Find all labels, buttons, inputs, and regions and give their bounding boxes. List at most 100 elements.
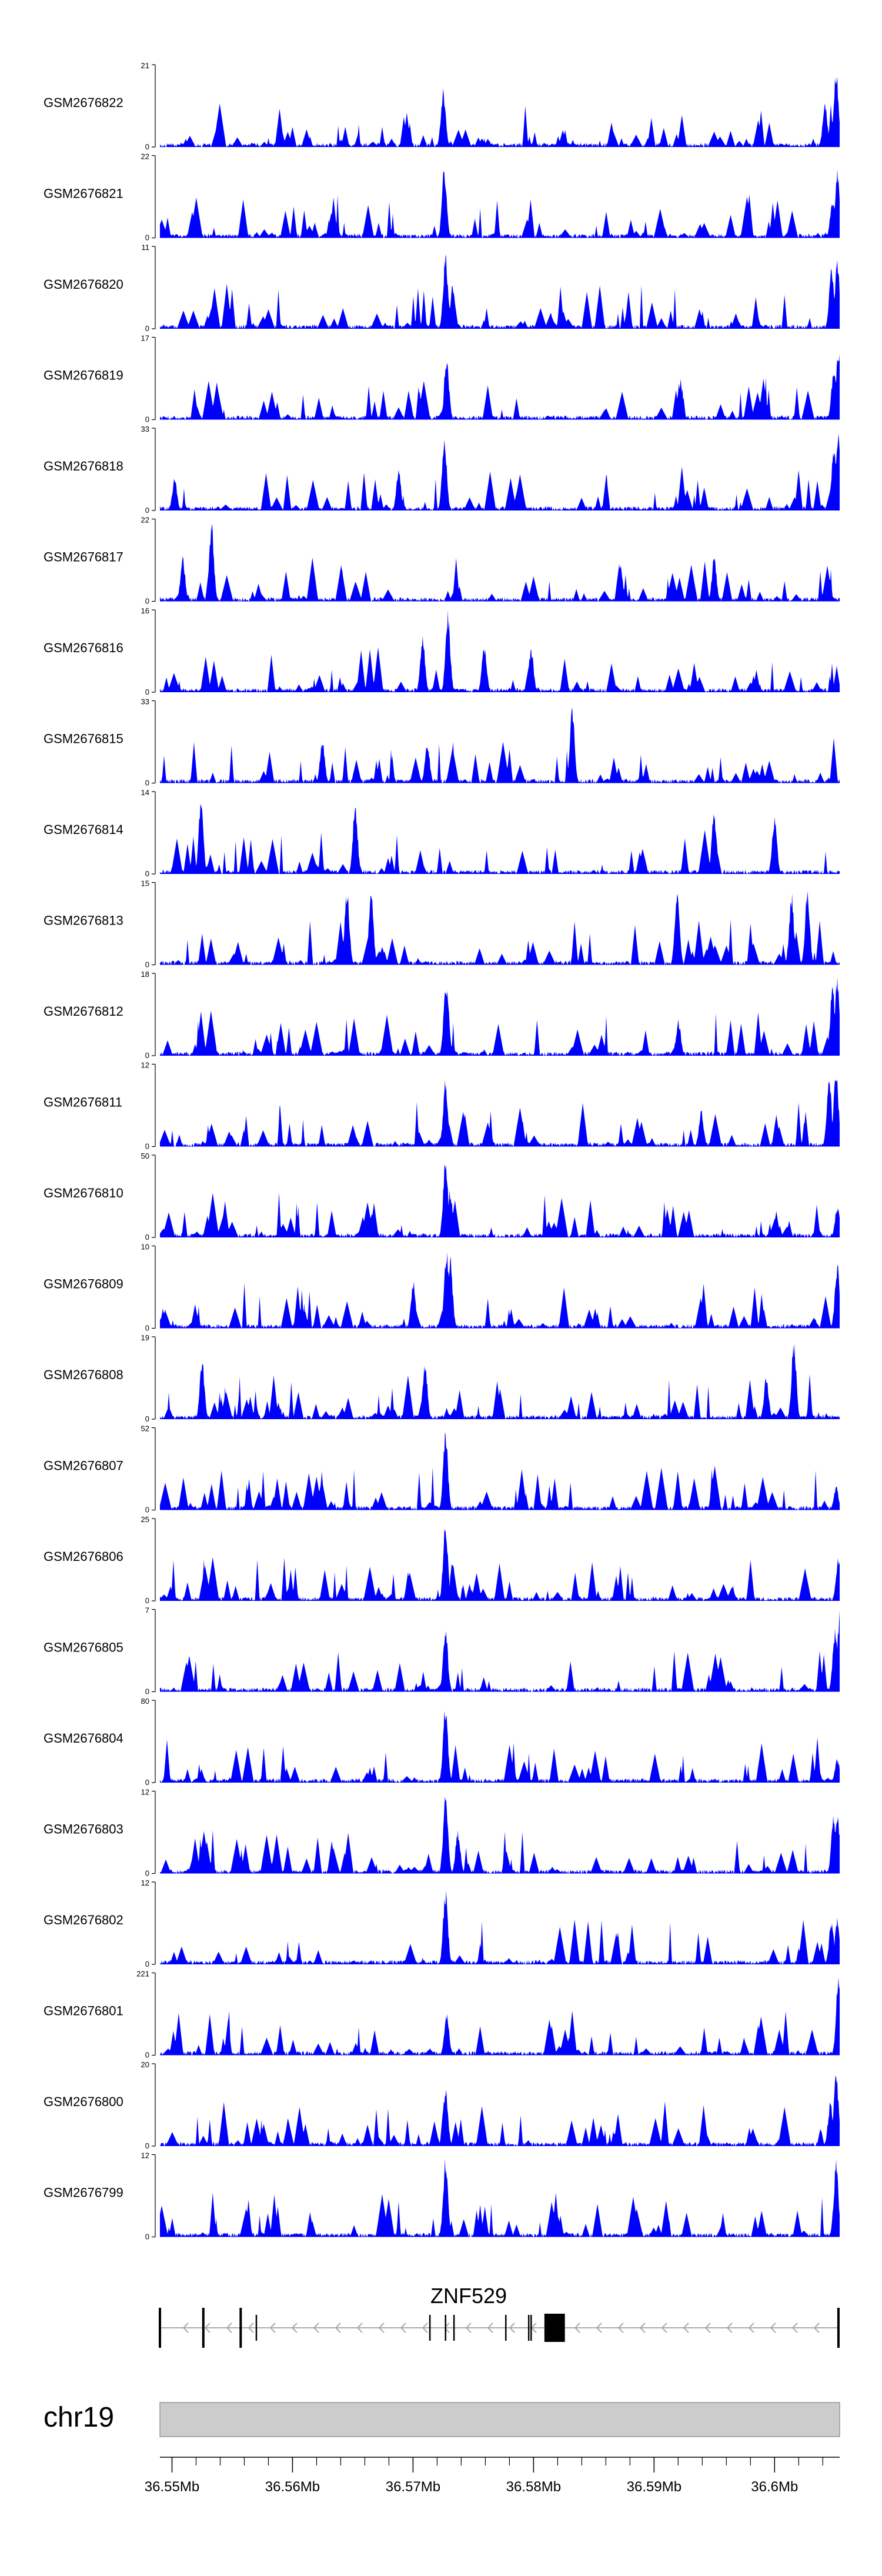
track-label: GSM2676807: [44, 1459, 123, 1473]
y-max-label: 80: [141, 1697, 149, 1706]
coverage-area: [160, 1432, 840, 1510]
track-label: GSM2676814: [44, 822, 123, 837]
y-max-label: 221: [136, 1970, 149, 1978]
track-GSM2676810: GSM2676810 50 0: [44, 1152, 840, 1242]
track-label: GSM2676815: [44, 732, 123, 746]
track-label: GSM2676822: [44, 95, 123, 110]
y-max-label: 18: [141, 970, 149, 979]
track-label: GSM2676817: [44, 550, 123, 565]
track-label: GSM2676805: [44, 1640, 123, 1655]
coverage-area: [160, 169, 840, 238]
y-max-label: 22: [141, 152, 149, 161]
track-label: GSM2676804: [44, 1731, 123, 1746]
strand-arrow: [617, 2323, 624, 2333]
y-max-label: 25: [141, 1515, 149, 1524]
track-GSM2676822: GSM2676822 21 0: [44, 61, 840, 151]
y-min-label: 0: [145, 1142, 149, 1151]
coverage-area: [160, 2076, 840, 2146]
coverage-area: [160, 76, 840, 147]
y-min-label: 0: [145, 869, 149, 878]
coverage-area: [160, 433, 840, 510]
track-label: GSM2676803: [44, 1822, 123, 1837]
coverage-area: [160, 1164, 840, 1237]
strand-arrow: [422, 2323, 428, 2333]
x-tick-label: 36.6Mb: [751, 2479, 798, 2495]
strand-arrow: [269, 2323, 276, 2333]
y-max-label: 33: [141, 425, 149, 433]
coverage-area: [160, 353, 840, 420]
track-label: GSM2676802: [44, 1913, 123, 1927]
y-max-label: 52: [141, 1424, 149, 1433]
track-GSM2676821: GSM2676821 22 0: [44, 152, 840, 242]
track-GSM2676812: GSM2676812 18 0: [44, 970, 840, 1060]
track-GSM2676805: GSM2676805 7 0: [44, 1606, 840, 1696]
x-tick-label: 36.55Mb: [145, 2479, 199, 2495]
strand-arrow: [661, 2323, 667, 2333]
y-min-label: 0: [145, 960, 149, 969]
y-min-label: 0: [145, 324, 149, 333]
y-max-label: 17: [141, 334, 149, 343]
y-min-label: 0: [145, 142, 149, 151]
strand-arrow: [683, 2323, 689, 2333]
y-min-label: 0: [145, 415, 149, 424]
coverage-area: [160, 1610, 840, 1692]
y-min-label: 0: [145, 1414, 149, 1423]
strand-arrow: [226, 2323, 232, 2333]
track-label: GSM2676816: [44, 640, 123, 655]
y-max-label: 14: [141, 788, 149, 797]
x-tick-label: 36.58Mb: [506, 2479, 561, 2495]
y-max-label: 19: [141, 1333, 149, 1342]
x-tick-label: 36.57Mb: [386, 2479, 440, 2495]
track-GSM2676815: GSM2676815 33 0: [44, 698, 840, 788]
strand-arrow: [487, 2323, 493, 2333]
track-GSM2676819: GSM2676819 17 0: [44, 334, 840, 424]
strand-arrow: [335, 2323, 341, 2333]
y-max-label: 12: [141, 1061, 149, 1070]
track-label: GSM2676801: [44, 2004, 123, 2018]
coverage-area: [160, 523, 840, 602]
track-GSM2676807: GSM2676807 52 0: [44, 1424, 840, 1514]
y-min-label: 0: [145, 1506, 149, 1514]
strand-arrow: [574, 2323, 580, 2333]
track-GSM2676799: GSM2676799 12 0: [44, 2151, 840, 2241]
coding-exon-block: [544, 2314, 565, 2342]
strand-arrow: [378, 2323, 385, 2333]
y-max-label: 12: [141, 1878, 149, 1887]
coverage-area: [160, 804, 840, 874]
y-min-label: 0: [145, 1778, 149, 1787]
strand-arrow: [248, 2323, 254, 2333]
track-label: GSM2676808: [44, 1367, 123, 1382]
y-max-label: 15: [141, 879, 149, 888]
x-tick-label: 36.59Mb: [627, 2479, 681, 2495]
track-label: GSM2676820: [44, 277, 123, 292]
coverage-area: [160, 1977, 840, 2056]
strand-arrow: [770, 2323, 776, 2333]
strand-arrow: [726, 2323, 733, 2333]
strand-arrow: [509, 2323, 515, 2333]
track-label: GSM2676810: [44, 1186, 123, 1200]
y-max-label: 16: [141, 606, 149, 615]
y-min-label: 0: [145, 2141, 149, 2150]
strand-arrow: [639, 2323, 646, 2333]
y-min-label: 0: [145, 779, 149, 788]
y-max-label: 12: [141, 2151, 149, 2160]
track-GSM2676811: GSM2676811 12 0: [44, 1061, 840, 1151]
y-min-label: 0: [145, 2051, 149, 2060]
genomic-x-axis: 36.55Mb 36.56Mb 36.57Mb 36.58Mb 36.59Mb 36.6M…: [145, 2457, 840, 2495]
track-GSM2676808: GSM2676808 19 0: [44, 1333, 840, 1423]
track-GSM2676818: GSM2676818 33 0: [44, 425, 840, 515]
coverage-area: [160, 1529, 840, 1601]
track-GSM2676817: GSM2676817 22 0: [44, 516, 840, 606]
y-max-label: 7: [145, 1606, 149, 1615]
strand-arrow: [291, 2323, 298, 2333]
strand-arrow: [748, 2323, 754, 2333]
track-GSM2676813: GSM2676813 15 0: [44, 879, 840, 969]
track-label: GSM2676819: [44, 368, 123, 383]
coverage-area: [160, 254, 840, 329]
strand-arrow: [704, 2323, 711, 2333]
track-GSM2676809: GSM2676809 10 0: [44, 1243, 840, 1333]
y-max-label: 33: [141, 698, 149, 706]
y-max-label: 10: [141, 1243, 149, 1252]
y-min-label: 0: [145, 1233, 149, 1242]
